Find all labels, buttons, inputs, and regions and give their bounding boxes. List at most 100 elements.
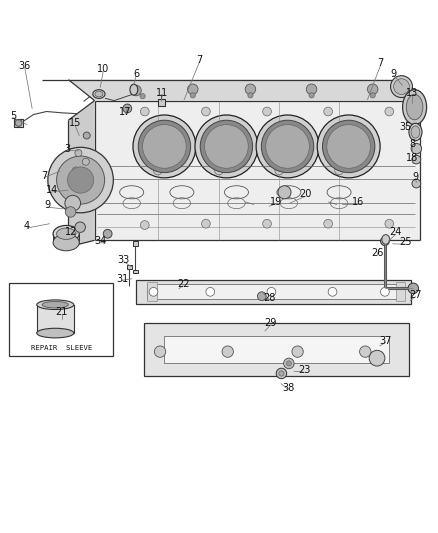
Circle shape [394,79,410,94]
Circle shape [141,221,149,229]
Ellipse shape [37,328,74,338]
Circle shape [153,166,162,175]
Text: 9: 9 [45,200,51,211]
Polygon shape [37,305,74,333]
Circle shape [322,120,375,173]
Text: 24: 24 [390,228,402,237]
Ellipse shape [411,126,420,138]
Circle shape [278,185,291,199]
Text: 31: 31 [116,274,128,284]
Text: 20: 20 [299,189,311,199]
Bar [158,99,165,106]
Polygon shape [68,101,95,247]
Bar [127,265,132,269]
Bar [10,282,113,356]
Text: 10: 10 [97,64,110,74]
Circle shape [381,237,389,246]
Circle shape [123,104,132,113]
Circle shape [131,85,141,96]
Polygon shape [68,79,420,101]
Circle shape [370,93,375,98]
Circle shape [360,346,371,357]
Bar [133,270,138,273]
Circle shape [103,229,112,238]
Text: 9: 9 [413,172,419,182]
Circle shape [306,84,317,94]
Circle shape [190,93,195,98]
Circle shape [411,143,422,154]
Text: 15: 15 [69,118,81,128]
Ellipse shape [382,235,390,244]
Ellipse shape [93,90,105,99]
Ellipse shape [95,91,103,97]
Circle shape [245,84,256,94]
Text: 29: 29 [264,318,277,328]
Text: 25: 25 [399,238,412,247]
Circle shape [292,346,303,357]
Circle shape [284,358,294,369]
Circle shape [261,120,314,173]
Text: 36: 36 [18,61,31,71]
Text: 23: 23 [298,366,311,375]
Ellipse shape [409,123,422,141]
Circle shape [324,220,332,228]
Circle shape [187,84,198,94]
Text: 9: 9 [391,69,397,78]
Text: 6: 6 [133,69,139,79]
Circle shape [67,167,94,193]
Text: 22: 22 [177,279,190,289]
Circle shape [266,125,309,168]
Circle shape [138,120,191,173]
Text: 38: 38 [282,383,294,393]
Circle shape [263,220,272,228]
Text: 35: 35 [400,122,412,132]
Text: 12: 12 [65,228,78,237]
Circle shape [327,125,371,168]
Text: 28: 28 [263,293,276,303]
Circle shape [328,287,337,296]
Circle shape [215,166,223,175]
Text: 18: 18 [406,153,418,163]
Text: 5: 5 [10,111,16,121]
Circle shape [140,94,145,99]
Ellipse shape [42,302,68,308]
Circle shape [402,84,412,94]
Circle shape [75,222,85,232]
Text: 26: 26 [371,248,383,259]
Text: 4: 4 [24,221,30,231]
Bar [147,282,156,302]
Circle shape [195,115,258,178]
Bar [147,284,400,299]
Circle shape [335,166,343,175]
Bar [133,241,138,246]
Circle shape [149,287,158,296]
Text: 14: 14 [46,185,58,195]
Circle shape [205,125,248,168]
Circle shape [381,287,389,296]
Text: 27: 27 [409,290,422,300]
Circle shape [317,115,380,178]
Circle shape [408,283,419,294]
Polygon shape [53,234,79,243]
Text: 17: 17 [119,107,131,117]
Text: 34: 34 [94,236,106,246]
Text: 11: 11 [156,88,168,98]
Circle shape [263,107,272,116]
Circle shape [82,158,89,165]
Circle shape [412,155,421,164]
Circle shape [369,350,385,366]
Circle shape [133,115,196,178]
Text: REPAIR  SLEEVE: REPAIR SLEEVE [31,345,92,351]
Ellipse shape [57,228,76,239]
Circle shape [72,167,79,174]
Circle shape [276,368,287,379]
Circle shape [200,120,253,173]
Text: 13: 13 [406,88,418,98]
Circle shape [324,107,332,116]
Circle shape [256,115,319,178]
Circle shape [15,119,22,126]
Bar [14,119,23,127]
Bar [136,280,411,304]
Text: 3: 3 [64,143,70,154]
Circle shape [65,195,81,211]
